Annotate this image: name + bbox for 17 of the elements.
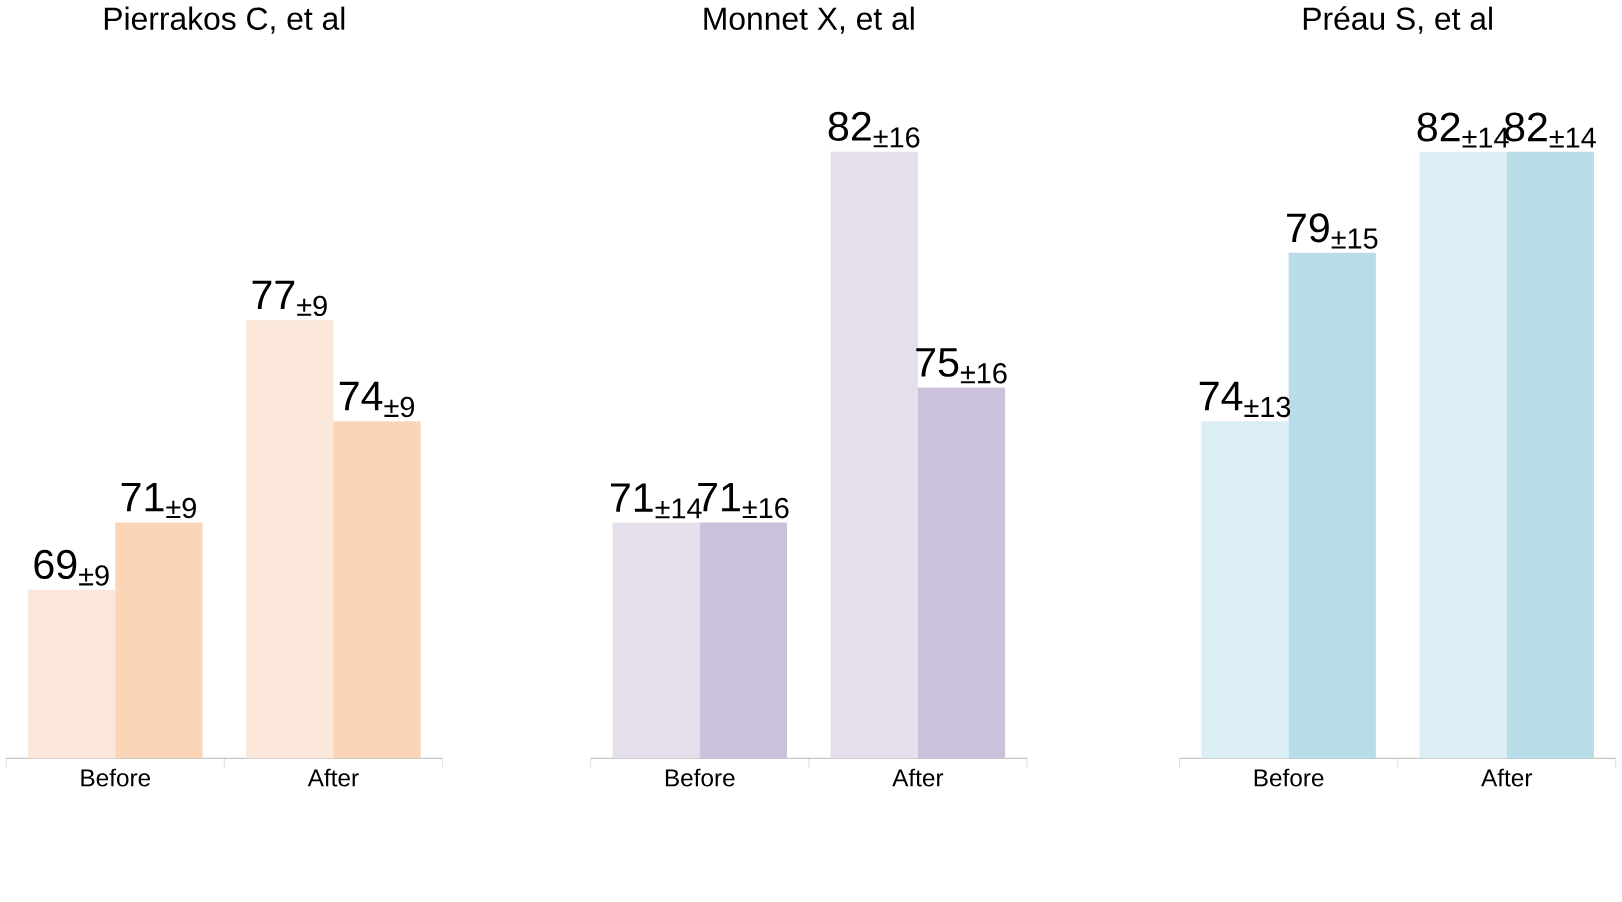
data-label: 71$_{±9}$ — [121, 483, 196, 519]
data-label: 79$_{±15}$ — [1287, 213, 1378, 249]
x-tick-label: Before — [81, 768, 151, 787]
data-label: 74$_{±9}$ — [339, 382, 415, 418]
x-tick-label: Before — [665, 768, 735, 787]
data-label: 77$_{±9}$ — [252, 280, 327, 317]
x-tick-label: After — [307, 768, 359, 787]
chart-title: Pierrakos C, et al — [104, 6, 345, 34]
x-tick-label: After — [1481, 768, 1533, 787]
data-label: 75$_{±16}$ — [916, 348, 1007, 384]
data-label: 69$_{±9}$ — [34, 550, 109, 586]
chart-title: Préau S, et al — [1303, 6, 1492, 34]
chart-title: Monnet X, et al — [704, 6, 914, 34]
x-tick-label: Before — [1254, 768, 1324, 787]
x-tick-label: After — [892, 768, 944, 787]
data-label: 82$_{±16}$ — [828, 112, 920, 148]
data-label: 74$_{±13}$ — [1199, 382, 1291, 418]
